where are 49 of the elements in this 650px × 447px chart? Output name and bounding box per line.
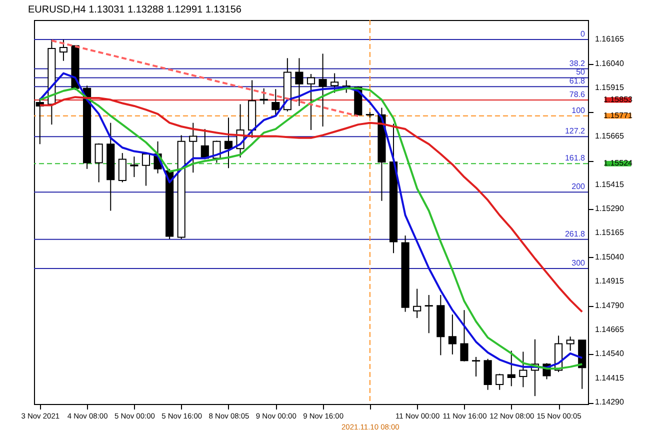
annotation: 78.6 bbox=[569, 90, 586, 99]
candlestick bbox=[566, 336, 574, 352]
candlestick bbox=[295, 58, 304, 106]
candlestick bbox=[130, 156, 138, 178]
candlestick bbox=[484, 358, 492, 390]
annotation: 300 bbox=[572, 258, 586, 268]
y-tick-label: 1.14790 bbox=[595, 300, 624, 310]
y-tick-label: 1.14415 bbox=[595, 373, 624, 382]
annotation: 61.8 bbox=[569, 76, 586, 86]
y-tick-label: 1.14290 bbox=[595, 398, 624, 407]
y-tick-label: 1.15290 bbox=[595, 204, 624, 213]
candlestick bbox=[330, 72, 339, 94]
candlestick bbox=[224, 117, 233, 169]
annotation: 127.2 bbox=[564, 126, 586, 136]
candlestick bbox=[448, 314, 456, 355]
candlestick bbox=[306, 74, 316, 130]
y-tick-label: 1.14540 bbox=[595, 349, 624, 358]
candlestick bbox=[413, 288, 422, 319]
candlestick bbox=[472, 356, 480, 377]
y-tick-label: 1.15415 bbox=[595, 180, 624, 189]
candlestick bbox=[318, 53, 327, 128]
annotation: 200 bbox=[572, 182, 586, 192]
y-tick-label: 1.16040 bbox=[595, 58, 624, 68]
annotation: 50 bbox=[576, 68, 586, 77]
y-tick-label: 1.14665 bbox=[595, 325, 624, 334]
annotation: 261.8 bbox=[564, 229, 586, 238]
y-tick-label: 1.16165 bbox=[595, 34, 624, 44]
annotation: 100 bbox=[572, 106, 586, 115]
candlestick bbox=[142, 152, 150, 186]
annotation: 38.2 bbox=[569, 58, 586, 68]
candlestick bbox=[189, 122, 198, 174]
candlestick bbox=[460, 310, 468, 362]
y-tick-label: 1.15040 bbox=[595, 252, 624, 262]
annotation: 161.8 bbox=[564, 154, 586, 163]
candlestick bbox=[424, 294, 433, 334]
y-tick-label: 1.15665 bbox=[595, 131, 624, 140]
candlestick bbox=[507, 350, 516, 387]
candlestick bbox=[260, 88, 268, 105]
candlestick bbox=[118, 152, 126, 183]
candlestick bbox=[272, 88, 280, 116]
y-tick-label: 1.15165 bbox=[595, 228, 624, 238]
chart-title: EURUSD,H4 1.13031 1.13288 1.12991 1.13156 bbox=[28, 4, 242, 16]
y-tick-label: 1.15915 bbox=[595, 82, 624, 92]
candlestick bbox=[94, 142, 103, 183]
y-tick-label: 1.14915 bbox=[595, 276, 624, 286]
candlestick bbox=[496, 373, 504, 390]
candlestick bbox=[519, 351, 528, 388]
annotation: 0 bbox=[580, 30, 586, 39]
candlestick bbox=[59, 39, 68, 62]
